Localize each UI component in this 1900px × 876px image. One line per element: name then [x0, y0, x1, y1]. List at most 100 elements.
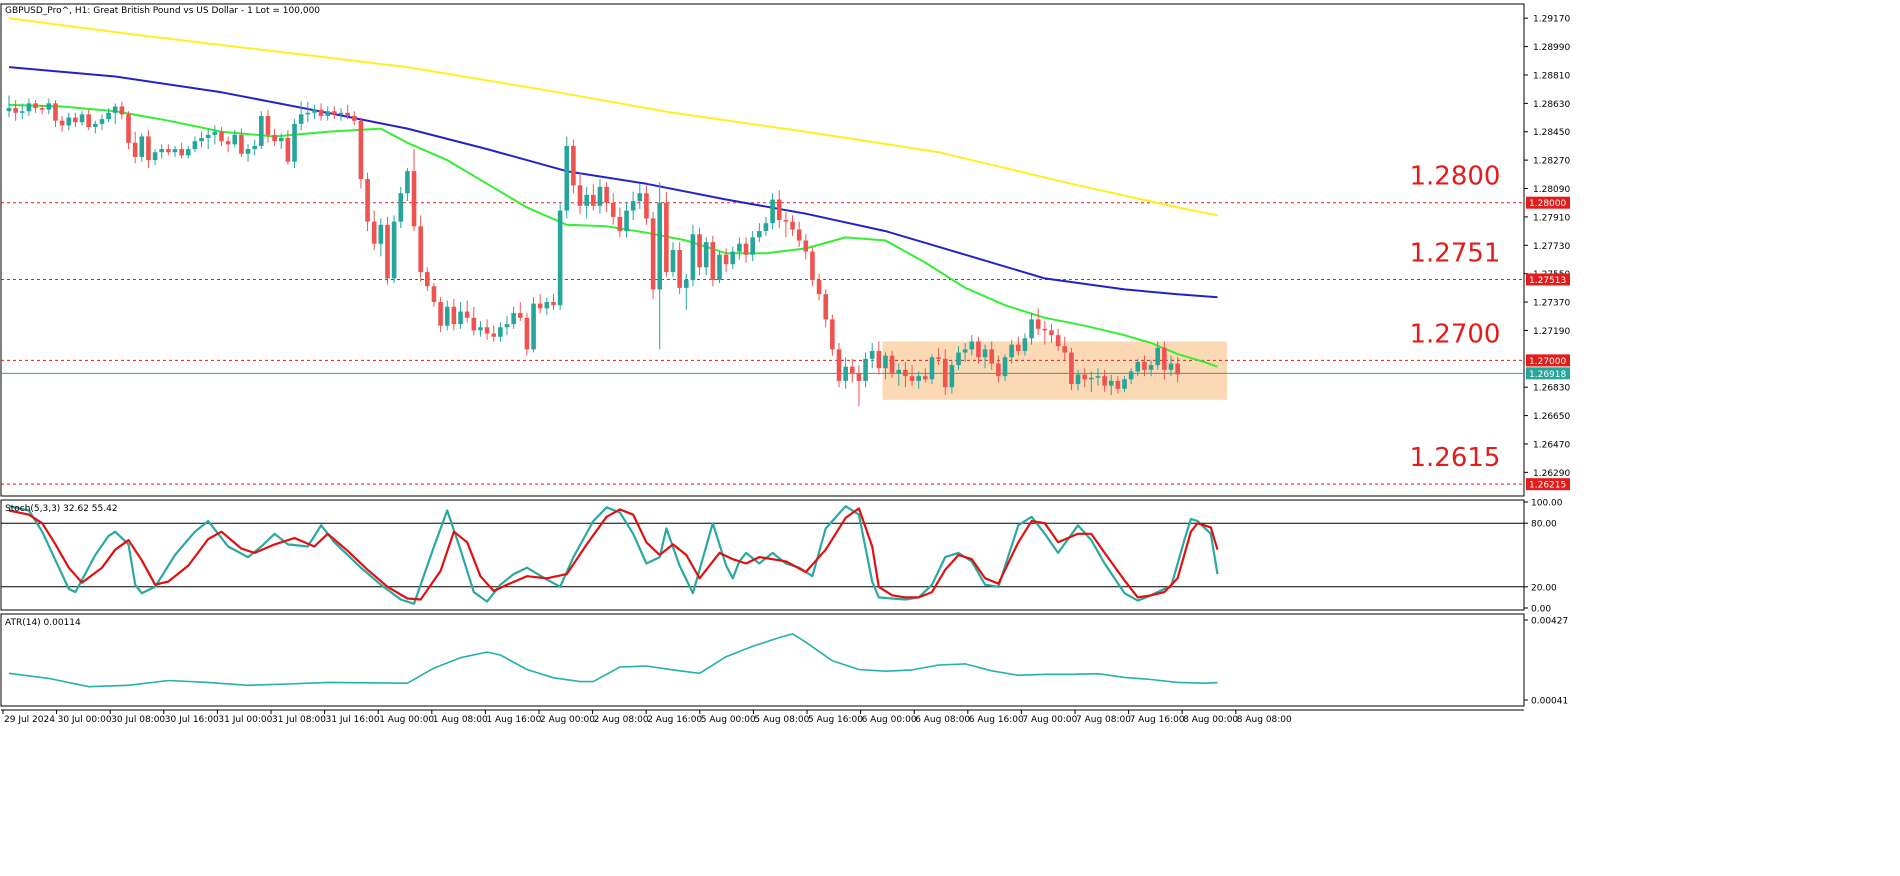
- candle-body[interactable]: [1062, 346, 1068, 353]
- candle-body[interactable]: [398, 193, 404, 222]
- candle-body[interactable]: [478, 327, 483, 331]
- candle-body[interactable]: [73, 117, 78, 123]
- candle-body[interactable]: [996, 363, 1001, 377]
- candle-body[interactable]: [962, 349, 968, 353]
- candle-body[interactable]: [112, 106, 118, 113]
- candle-body[interactable]: [1142, 361, 1147, 370]
- candle-body[interactable]: [325, 111, 331, 116]
- candle-body[interactable]: [1009, 344, 1014, 358]
- candle-body[interactable]: [1135, 361, 1141, 372]
- candle-body[interactable]: [159, 149, 165, 153]
- candle-body[interactable]: [365, 179, 370, 222]
- candle-body[interactable]: [484, 327, 490, 334]
- candle-body[interactable]: [551, 302, 556, 306]
- candle-body[interactable]: [66, 117, 72, 126]
- stochastic-pane[interactable]: 100.00 80.00 20.00 0.00 Stoch(5,3,3) 32.62 5…: [0, 499, 1563, 615]
- candle-body[interactable]: [577, 185, 583, 206]
- candle-body[interactable]: [33, 103, 38, 109]
- candle-body[interactable]: [564, 145, 570, 211]
- candle-body[interactable]: [816, 279, 822, 295]
- candle-body[interactable]: [883, 355, 888, 369]
- candle-body[interactable]: [46, 103, 52, 110]
- candle-body[interactable]: [298, 114, 304, 124]
- candle-body[interactable]: [1108, 380, 1114, 386]
- candle-body[interactable]: [405, 171, 410, 194]
- candle-body[interactable]: [1162, 347, 1167, 370]
- candle-body[interactable]: [976, 341, 981, 358]
- candle-body[interactable]: [723, 254, 729, 265]
- candle-body[interactable]: [597, 186, 603, 206]
- candle-body[interactable]: [106, 112, 111, 120]
- candle-body[interactable]: [650, 218, 656, 290]
- candle-body[interactable]: [1075, 374, 1081, 385]
- candle-body[interactable]: [710, 242, 716, 280]
- candle-body[interactable]: [1049, 330, 1054, 336]
- candle-body[interactable]: [863, 358, 868, 381]
- candle-body[interactable]: [989, 349, 995, 364]
- candle-body[interactable]: [929, 357, 935, 380]
- candle-body[interactable]: [591, 194, 596, 206]
- candle-body[interactable]: [418, 226, 423, 273]
- candle-body[interactable]: [1029, 319, 1034, 339]
- candle-body[interactable]: [378, 224, 384, 244]
- candle-body[interactable]: [942, 358, 948, 388]
- candle-body[interactable]: [438, 302, 443, 326]
- candle-body[interactable]: [219, 131, 224, 142]
- candle-body[interactable]: [411, 171, 417, 227]
- candle-body[interactable]: [1015, 344, 1021, 351]
- candle-body[interactable]: [278, 138, 284, 142]
- candle-body[interactable]: [1148, 365, 1154, 370]
- candle-body[interactable]: [610, 202, 616, 217]
- candle-body[interactable]: [584, 194, 589, 206]
- candle-body[interactable]: [285, 138, 291, 162]
- candle-body[interactable]: [146, 136, 151, 161]
- candle-body[interactable]: [750, 237, 755, 255]
- candle-body[interactable]: [949, 365, 955, 388]
- candle-body[interactable]: [86, 114, 91, 127]
- candle-body[interactable]: [6, 108, 12, 112]
- candle-body[interactable]: [1035, 319, 1041, 329]
- candle-body[interactable]: [338, 112, 344, 115]
- candle-body[interactable]: [1155, 347, 1161, 366]
- candle-body[interactable]: [823, 294, 829, 320]
- candle-body[interactable]: [604, 186, 609, 203]
- candle-body[interactable]: [119, 106, 125, 115]
- candle-body[interactable]: [93, 123, 98, 127]
- candle-body[interactable]: [923, 376, 928, 380]
- candle-body[interactable]: [385, 224, 390, 279]
- candle-body[interactable]: [345, 112, 350, 116]
- candle-body[interactable]: [498, 327, 503, 337]
- candle-body[interactable]: [79, 114, 85, 123]
- candle-body[interactable]: [737, 243, 742, 252]
- candle-body[interactable]: [869, 350, 875, 359]
- candle-body[interactable]: [252, 145, 257, 150]
- candle-body[interactable]: [1115, 380, 1121, 389]
- candle-body[interactable]: [491, 333, 497, 337]
- candle-body[interactable]: [205, 134, 211, 139]
- candle-body[interactable]: [544, 302, 550, 309]
- price-pane[interactable]: 1.29170 1.28990 1.28810 1.28630 1.28450 1.282…: [0, 3, 1570, 497]
- candle-body[interactable]: [717, 254, 722, 280]
- candle-body[interactable]: [1022, 338, 1028, 351]
- candle-body[interactable]: [936, 357, 941, 359]
- candle-body[interactable]: [139, 136, 145, 157]
- candle-body[interactable]: [776, 199, 782, 221]
- candle-body[interactable]: [690, 234, 696, 280]
- candle-body[interactable]: [790, 221, 795, 230]
- candle-body[interactable]: [212, 131, 218, 135]
- candle-body[interactable]: [39, 108, 45, 110]
- candle-body[interactable]: [916, 376, 921, 381]
- candle-body[interactable]: [13, 108, 18, 113]
- candle-body[interactable]: [464, 311, 470, 318]
- candle-body[interactable]: [451, 306, 457, 325]
- candle-body[interactable]: [730, 251, 736, 265]
- candle-body[interactable]: [1168, 363, 1174, 370]
- candle-body[interactable]: [1082, 374, 1087, 380]
- candle-body[interactable]: [796, 229, 802, 241]
- candle-body[interactable]: [670, 250, 676, 273]
- candle-body[interactable]: [1175, 363, 1180, 375]
- candle-body[interactable]: [358, 120, 364, 180]
- candle-body[interactable]: [517, 313, 523, 318]
- candle-body[interactable]: [126, 114, 131, 143]
- candle-body[interactable]: [511, 313, 516, 325]
